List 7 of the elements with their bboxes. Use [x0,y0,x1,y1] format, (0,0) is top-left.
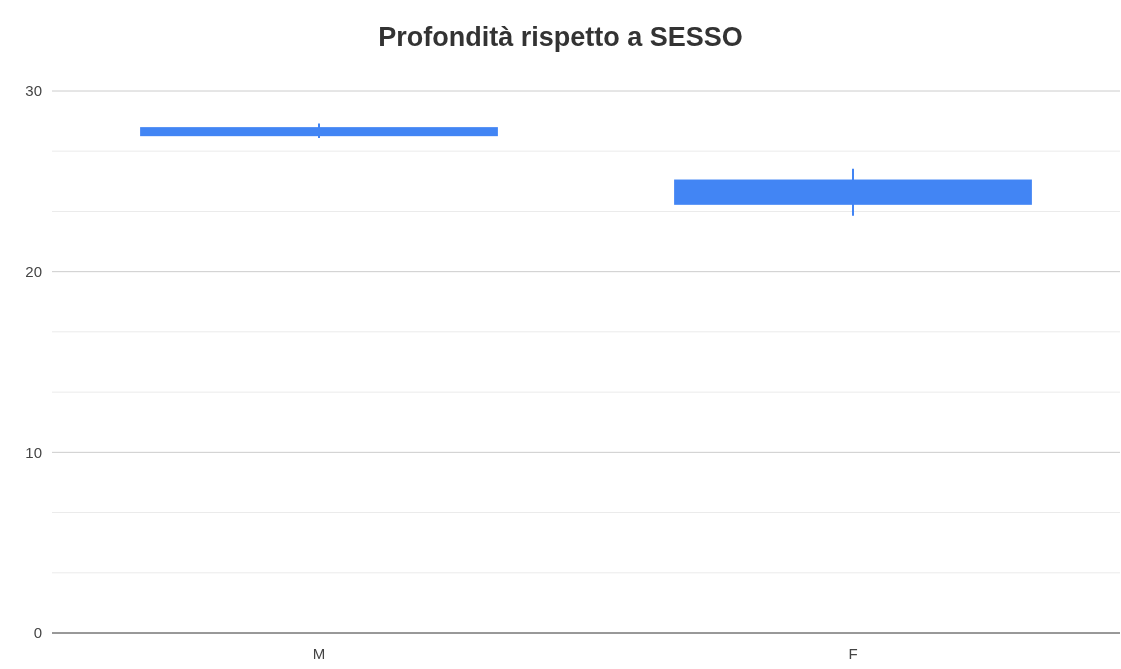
x-tick-label: F [848,645,858,662]
y-tick-label: 0 [33,624,42,642]
x-tick-label: M [312,645,326,662]
chart-title: Profondità rispetto a SESSO [378,22,743,52]
y-tick-label: 20 [25,262,42,280]
y-tick-label: 30 [25,82,42,100]
y-tick-label: 10 [25,443,42,461]
